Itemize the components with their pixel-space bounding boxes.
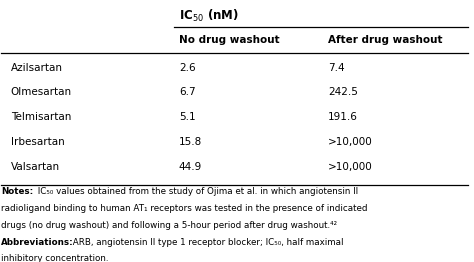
- Text: Telmisartan: Telmisartan: [11, 112, 71, 122]
- Text: 2.6: 2.6: [179, 63, 195, 73]
- Text: After drug washout: After drug washout: [328, 35, 443, 45]
- Text: 242.5: 242.5: [328, 88, 358, 97]
- Text: Olmesartan: Olmesartan: [11, 88, 72, 97]
- Text: 44.9: 44.9: [179, 162, 202, 172]
- Text: 15.8: 15.8: [179, 137, 202, 147]
- Text: Azilsartan: Azilsartan: [11, 63, 63, 73]
- Text: 7.4: 7.4: [328, 63, 345, 73]
- Text: IC₅₀ values obtained from the study of Ojima et al. in which angiotensin II: IC₅₀ values obtained from the study of O…: [35, 187, 358, 196]
- Text: Notes:: Notes:: [1, 187, 34, 196]
- Text: >10,000: >10,000: [328, 137, 373, 147]
- Text: ARB, angiotensin II type 1 receptor blocker; IC₅₀, half maximal: ARB, angiotensin II type 1 receptor bloc…: [71, 238, 344, 247]
- Text: 5.1: 5.1: [179, 112, 195, 122]
- Text: >10,000: >10,000: [328, 162, 373, 172]
- Text: Abbreviations:: Abbreviations:: [1, 238, 74, 247]
- Text: 191.6: 191.6: [328, 112, 358, 122]
- Text: IC$_{50}$ (nM): IC$_{50}$ (nM): [179, 8, 238, 24]
- Text: inhibitory concentration.: inhibitory concentration.: [1, 254, 109, 262]
- Text: drugs (no drug washout) and following a 5-hour period after drug washout.⁴²: drugs (no drug washout) and following a …: [1, 221, 337, 230]
- Text: Irbesartan: Irbesartan: [11, 137, 64, 147]
- Text: 6.7: 6.7: [179, 88, 195, 97]
- Text: No drug washout: No drug washout: [179, 35, 280, 45]
- Text: radioligand binding to human AT₁ receptors was tested in the presence of indicat: radioligand binding to human AT₁ recepto…: [1, 204, 368, 213]
- Text: Valsartan: Valsartan: [11, 162, 60, 172]
